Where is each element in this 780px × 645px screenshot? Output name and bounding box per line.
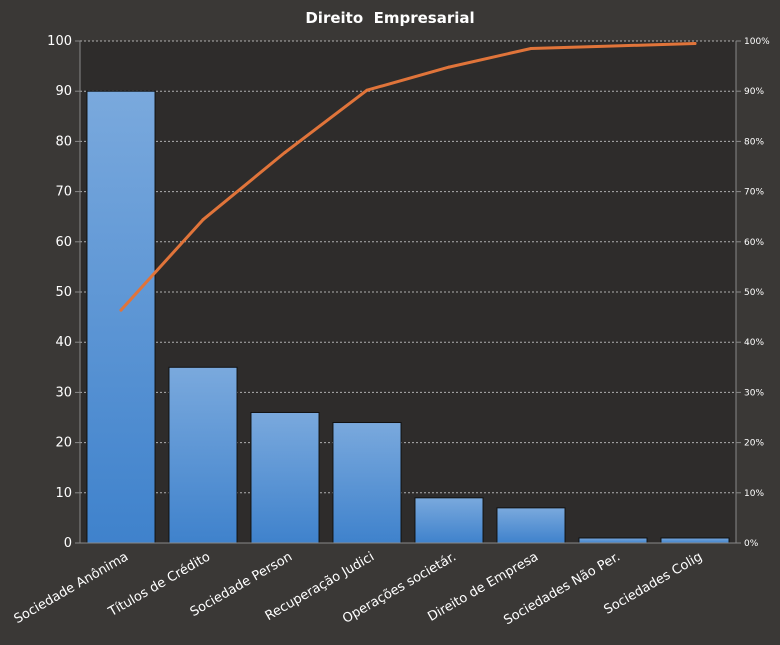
cumulative-point: [201, 218, 205, 222]
y2-tick-label: 60%: [744, 238, 764, 248]
chart-title: Direito Empresarial: [305, 9, 474, 27]
cumulative-line-layer: [119, 42, 697, 312]
y-tick-label: 60: [55, 235, 72, 250]
y2-tick-label: 10%: [744, 489, 764, 499]
y-tick-label: 100: [47, 34, 72, 49]
bar: [168, 366, 238, 544]
cumulative-point: [365, 88, 369, 92]
y2-tick-label: 100%: [744, 37, 770, 47]
bar: [660, 537, 730, 544]
y-tick-label: 50: [55, 285, 72, 300]
y2-tick-label: 90%: [744, 87, 764, 97]
bar: [332, 422, 402, 544]
bar: [578, 537, 648, 544]
y-tick-label: 0: [64, 536, 72, 551]
y2-tick-label: 70%: [744, 188, 764, 198]
bar: [86, 90, 156, 544]
y-tick-label: 70: [55, 185, 72, 200]
y-tick-label: 40: [55, 335, 72, 350]
y2-tick-label: 30%: [744, 388, 764, 398]
y2-tick-label: 0%: [744, 539, 759, 549]
y-tick-label: 90: [55, 84, 72, 99]
cumulative-point: [529, 47, 533, 51]
y-tick-label: 80: [55, 134, 72, 149]
bar: [496, 507, 566, 544]
cumulative-point: [119, 308, 123, 312]
bars: [86, 90, 730, 544]
y2-tick-label: 50%: [744, 288, 764, 298]
y2-tick-label: 40%: [744, 338, 764, 348]
cumulative-point: [283, 150, 287, 154]
cumulative-line: [119, 42, 697, 312]
cumulative-point: [693, 42, 697, 46]
y-tick-label: 10: [55, 486, 72, 501]
y2-tick-label: 80%: [744, 137, 764, 147]
cumulative-point: [447, 65, 451, 69]
cumulative-point: [611, 44, 615, 48]
y-tick-label: 20: [55, 436, 72, 451]
y2-tick-label: 20%: [744, 439, 764, 449]
bar: [414, 497, 484, 544]
y-tick-label: 30: [55, 385, 72, 400]
bar: [250, 411, 320, 544]
